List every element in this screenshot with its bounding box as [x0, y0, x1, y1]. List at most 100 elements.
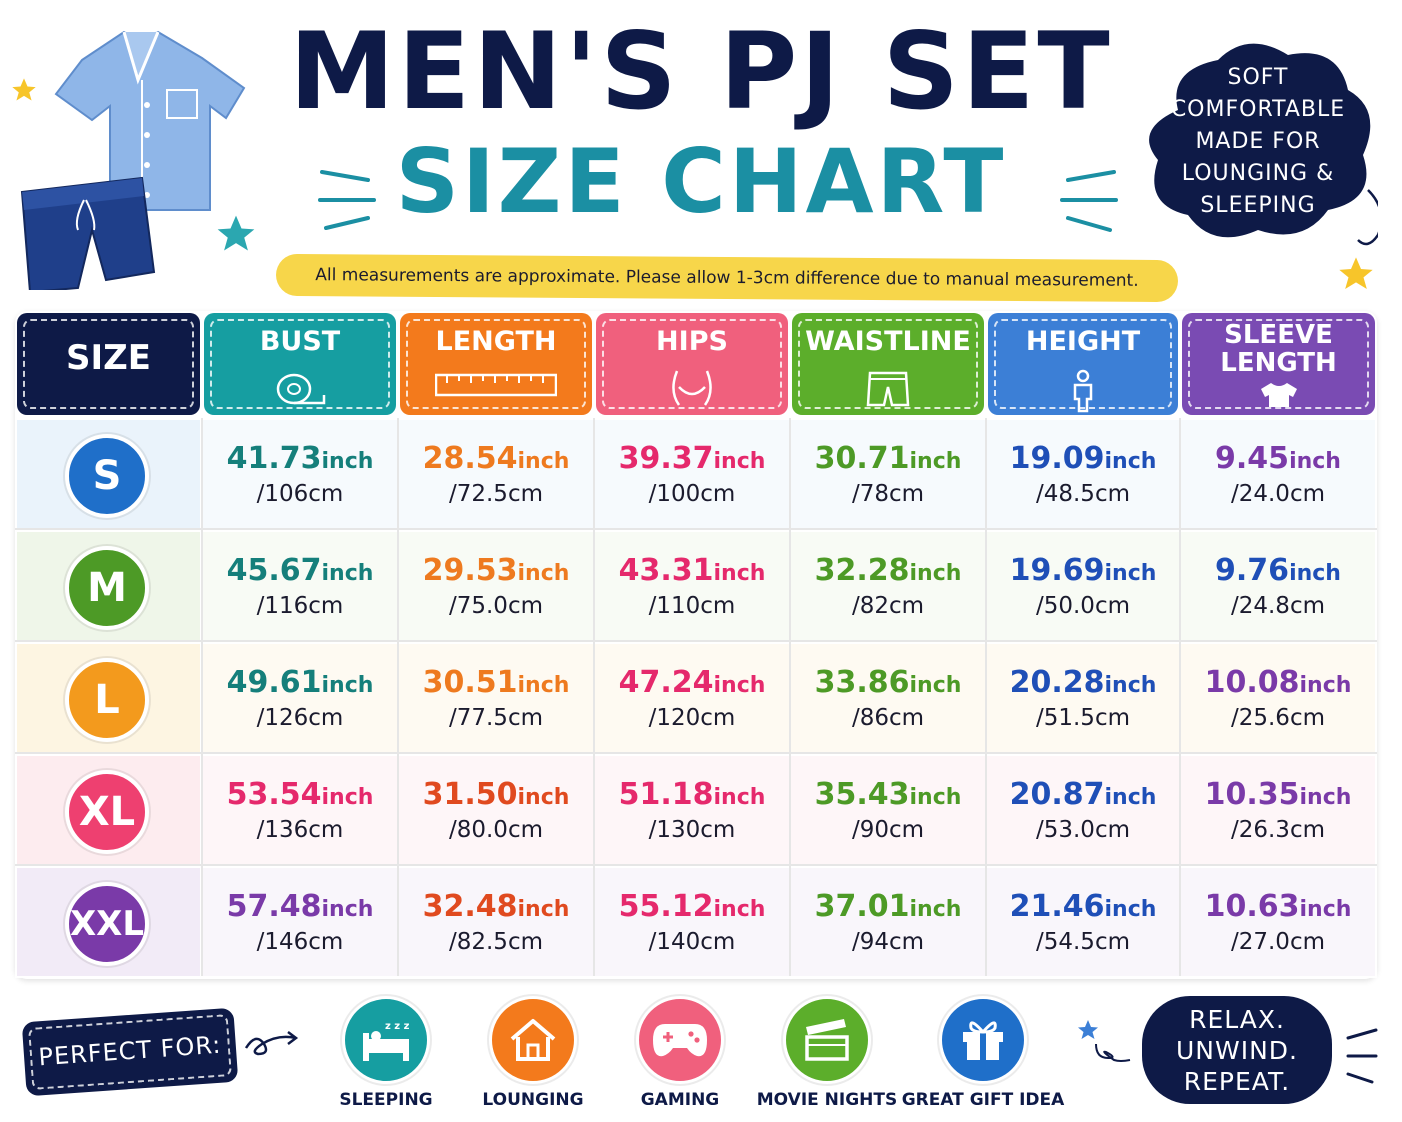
row-divider — [15, 528, 1377, 530]
decorative-dashes — [318, 170, 376, 230]
value-inch: 37.01inch — [791, 890, 985, 927]
value-inch: 35.43inch — [791, 778, 985, 815]
star-squiggle-icon — [1078, 1020, 1131, 1062]
value-inch: 57.48inch — [203, 890, 397, 927]
header-border — [1188, 319, 1369, 409]
header-size-label: SIZE — [65, 338, 152, 378]
value-inch: 19.69inch — [987, 554, 1179, 591]
pajama-set-illustration — [20, 30, 246, 290]
slogan-bubble — [1142, 996, 1332, 1104]
value-cell: 31.50inch/80.0cm — [399, 756, 593, 864]
value-inch: 28.54inch — [399, 442, 593, 479]
value-inch-number: 33.86 — [814, 665, 910, 700]
value-cell: 9.76inch/24.8cm — [1181, 532, 1375, 640]
value-inch-unit: inch — [321, 561, 374, 586]
value-inch-unit: inch — [909, 897, 962, 922]
header-bust: BUST — [204, 313, 396, 415]
value-cell: 10.63inch/27.0cm — [1181, 868, 1375, 976]
value-cell: 47.24inch/120cm — [595, 644, 789, 752]
header-label-line: LENGTH — [1220, 348, 1337, 378]
header-hips: HIPS — [596, 313, 788, 415]
use-label: GREAT GIFT IDEA — [901, 1090, 1065, 1110]
value-inch: 31.50inch — [399, 778, 593, 815]
value-cm: /110cm — [648, 593, 736, 619]
value-inch-number: 32.28 — [814, 553, 910, 588]
value-inch-number: 10.63 — [1204, 889, 1300, 924]
use-label: MOVIE NIGHTS — [756, 1090, 898, 1110]
measuring-tape-icon — [276, 373, 326, 405]
value-cell: 10.35inch/26.3cm — [1181, 756, 1375, 864]
value-cell: 51.18inch/130cm — [595, 756, 789, 864]
value-inch: 20.28inch — [987, 666, 1179, 703]
value-inch-unit: inch — [713, 897, 766, 922]
header-border — [602, 319, 782, 409]
value-inch-unit: inch — [517, 561, 570, 586]
use-lounging: LOUNGING — [453, 996, 613, 1116]
value-cm: /94cm — [851, 929, 925, 955]
value-cm: /26.3cm — [1230, 817, 1325, 843]
size-cell: XXL — [17, 868, 200, 976]
tshirt-icon — [1260, 383, 1297, 407]
header-waistline: WAISTLINE — [792, 313, 984, 415]
value-cm: /24.0cm — [1230, 481, 1325, 507]
measurement-note: All measurements are approximate. Please… — [275, 253, 1179, 303]
value-inch-unit: inch — [713, 561, 766, 586]
column-divider — [397, 418, 399, 976]
value-inch-number: 20.28 — [1009, 665, 1105, 700]
value-inch-unit: inch — [1299, 673, 1352, 698]
cloud-text-line: LOUNGING & — [1181, 161, 1335, 186]
value-cm: /75.0cm — [448, 593, 543, 619]
value-cm: /146cm — [256, 929, 344, 955]
value-inch-unit: inch — [713, 673, 766, 698]
slogan-line: RELAX. — [1189, 1005, 1285, 1034]
clapperboard-icon — [805, 1019, 849, 1061]
value-inch-unit: inch — [321, 897, 374, 922]
value-inch-unit: inch — [713, 785, 766, 810]
perfect-for-tag: PERFECT FOR: — [21, 1007, 239, 1097]
header-label: HIPS — [656, 326, 728, 357]
value-cm: /90cm — [851, 817, 925, 843]
value-inch-unit: inch — [517, 785, 570, 810]
header-label: SLEEVE LENGTH — [1182, 321, 1375, 377]
hips-icon — [672, 370, 712, 406]
value-inch: 19.09inch — [987, 442, 1179, 479]
use-circle — [783, 996, 871, 1084]
value-inch-number: 53.54 — [226, 777, 322, 812]
value-cm: /51.5cm — [1035, 705, 1130, 731]
star-icon — [12, 78, 36, 101]
star-icon — [217, 215, 255, 251]
value-inch: 41.73inch — [203, 442, 397, 479]
value-inch-number: 57.48 — [226, 889, 322, 924]
cloud-bubble — [1149, 43, 1378, 246]
value-inch-unit: inch — [1104, 785, 1157, 810]
use-circle — [939, 996, 1027, 1084]
value-cell: 33.86inch/86cm — [791, 644, 985, 752]
value-inch-number: 41.73 — [226, 441, 322, 476]
value-cell: 45.67inch/116cm — [203, 532, 397, 640]
value-cell: 57.48inch/146cm — [203, 868, 397, 976]
value-inch-unit: inch — [517, 897, 570, 922]
use-great-gift-idea: GREAT GIFT IDEA — [902, 996, 1064, 1116]
value-cm: /77.5cm — [448, 705, 543, 731]
value-inch-unit: inch — [909, 785, 962, 810]
header-label: LENGTH — [435, 326, 557, 357]
header-label: HEIGHT — [1025, 326, 1141, 357]
header-border — [406, 319, 586, 409]
size-cell: XL — [17, 756, 200, 864]
value-inch-number: 51.18 — [618, 777, 714, 812]
header-label: BUST — [259, 326, 341, 357]
value-cell: 10.08inch/25.6cm — [1181, 644, 1375, 752]
use-label: GAMING — [640, 1090, 720, 1110]
value-inch: 47.24inch — [595, 666, 789, 703]
value-inch-number: 21.46 — [1009, 889, 1105, 924]
value-inch: 39.37inch — [595, 442, 789, 479]
value-inch-unit: inch — [321, 785, 374, 810]
value-cm: /50.0cm — [1035, 593, 1130, 619]
cloud-text-line: SLEEPING — [1200, 193, 1316, 218]
value-inch-unit: inch — [1299, 785, 1352, 810]
value-cell: 49.61inch/126cm — [203, 644, 397, 752]
value-cell: 9.45inch/24.0cm — [1181, 420, 1375, 528]
house-icon — [510, 1019, 556, 1061]
value-cm: /106cm — [256, 481, 344, 507]
value-inch: 32.28inch — [791, 554, 985, 591]
